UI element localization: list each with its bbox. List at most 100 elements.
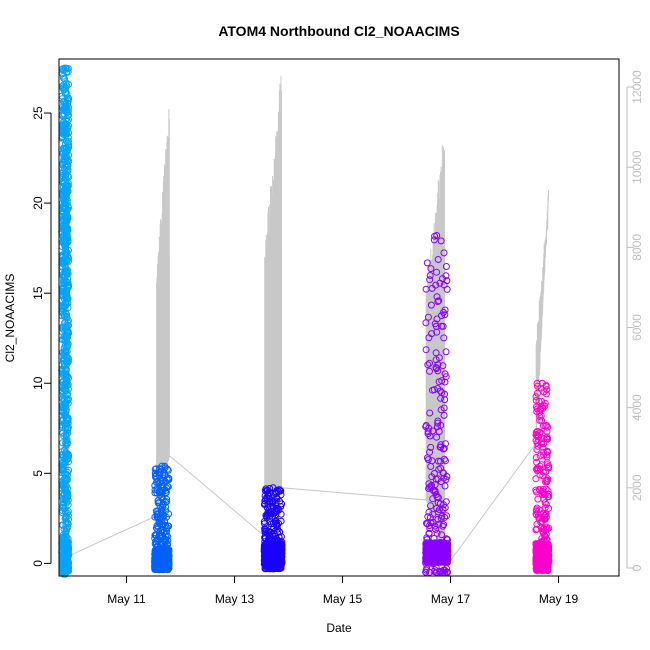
data-point bbox=[437, 464, 445, 472]
data-point bbox=[538, 397, 546, 405]
data-point bbox=[65, 317, 72, 325]
data-point bbox=[532, 393, 540, 401]
data-point bbox=[532, 475, 540, 483]
data-point bbox=[435, 551, 443, 559]
data-point bbox=[164, 466, 172, 474]
data-point bbox=[540, 448, 547, 456]
data-point bbox=[427, 301, 435, 309]
data-point bbox=[59, 502, 67, 509]
data-point bbox=[154, 535, 161, 543]
data-point bbox=[434, 547, 442, 555]
y2-tick-label: 4000 bbox=[630, 394, 644, 421]
data-point bbox=[63, 440, 71, 448]
data-point bbox=[64, 399, 72, 407]
data-point bbox=[276, 556, 284, 564]
data-point bbox=[60, 209, 68, 217]
data-point bbox=[63, 249, 71, 256]
data-point bbox=[541, 490, 549, 498]
data-point bbox=[265, 527, 272, 535]
data-point bbox=[277, 510, 285, 518]
data-point bbox=[64, 560, 72, 568]
data-point bbox=[64, 238, 72, 246]
x-axis-title: Date bbox=[326, 621, 352, 635]
data-point bbox=[59, 533, 67, 541]
data-point bbox=[163, 495, 171, 503]
data-point bbox=[424, 456, 432, 464]
data-point bbox=[434, 499, 442, 506]
data-point bbox=[63, 332, 71, 339]
data-point bbox=[437, 558, 445, 566]
data-point bbox=[266, 565, 274, 573]
data-point bbox=[440, 334, 448, 342]
data-point bbox=[64, 330, 72, 338]
y2-tick-label: 6000 bbox=[630, 314, 644, 341]
data-point bbox=[435, 297, 443, 305]
data-point bbox=[545, 504, 553, 512]
data-point-max bbox=[61, 64, 69, 72]
x-tick-label: May 13 bbox=[215, 592, 255, 606]
data-point bbox=[424, 557, 432, 565]
data-point bbox=[442, 457, 449, 465]
data-point bbox=[423, 259, 431, 267]
data-point bbox=[59, 481, 67, 489]
data-point bbox=[429, 510, 437, 518]
data-point bbox=[432, 349, 440, 357]
data-point bbox=[151, 513, 159, 521]
data-point bbox=[63, 224, 71, 232]
data-point-min bbox=[538, 567, 546, 575]
data-point bbox=[61, 365, 69, 373]
data-point bbox=[434, 494, 442, 501]
data-point bbox=[427, 558, 435, 566]
data-point bbox=[442, 263, 450, 270]
data-point bbox=[163, 558, 171, 566]
data-point bbox=[534, 559, 542, 567]
data-point bbox=[64, 179, 72, 187]
y-tick-label: 15 bbox=[31, 286, 45, 300]
points-layer bbox=[58, 64, 553, 578]
data-point bbox=[261, 497, 269, 505]
data-point bbox=[62, 470, 70, 478]
data-point bbox=[165, 552, 173, 560]
data-point bbox=[62, 415, 70, 423]
data-point bbox=[162, 525, 170, 533]
data-point bbox=[429, 427, 437, 435]
data-point bbox=[61, 319, 69, 327]
series-flight-5 bbox=[532, 379, 553, 575]
data-point bbox=[433, 433, 441, 441]
data-point bbox=[440, 411, 448, 419]
data-point bbox=[533, 379, 541, 387]
data-point bbox=[60, 202, 68, 210]
data-point bbox=[263, 511, 271, 518]
data-point bbox=[434, 298, 442, 305]
data-point bbox=[64, 134, 72, 141]
data-point bbox=[444, 555, 452, 563]
data-point bbox=[63, 494, 71, 501]
data-point bbox=[158, 553, 166, 561]
data-point bbox=[64, 508, 72, 515]
data-point bbox=[544, 476, 551, 484]
data-point bbox=[422, 346, 430, 354]
data-point bbox=[442, 440, 449, 448]
data-point bbox=[151, 489, 159, 497]
data-point bbox=[433, 268, 441, 276]
data-point bbox=[444, 540, 452, 548]
data-point bbox=[65, 358, 72, 365]
data-point bbox=[532, 488, 540, 496]
data-point bbox=[153, 479, 160, 487]
data-point bbox=[64, 97, 72, 105]
y-tick-label: 0 bbox=[31, 560, 45, 567]
data-point bbox=[153, 511, 161, 519]
data-point bbox=[154, 497, 162, 505]
data-point bbox=[163, 498, 171, 506]
data-point bbox=[63, 109, 71, 116]
data-point-min bbox=[269, 565, 277, 573]
data-point bbox=[59, 287, 67, 295]
data-point bbox=[427, 502, 434, 510]
data-point bbox=[262, 495, 270, 503]
data-point bbox=[61, 85, 69, 93]
data-point bbox=[441, 513, 449, 521]
data-point bbox=[543, 447, 551, 455]
data-point bbox=[155, 519, 163, 527]
data-point bbox=[270, 541, 277, 548]
